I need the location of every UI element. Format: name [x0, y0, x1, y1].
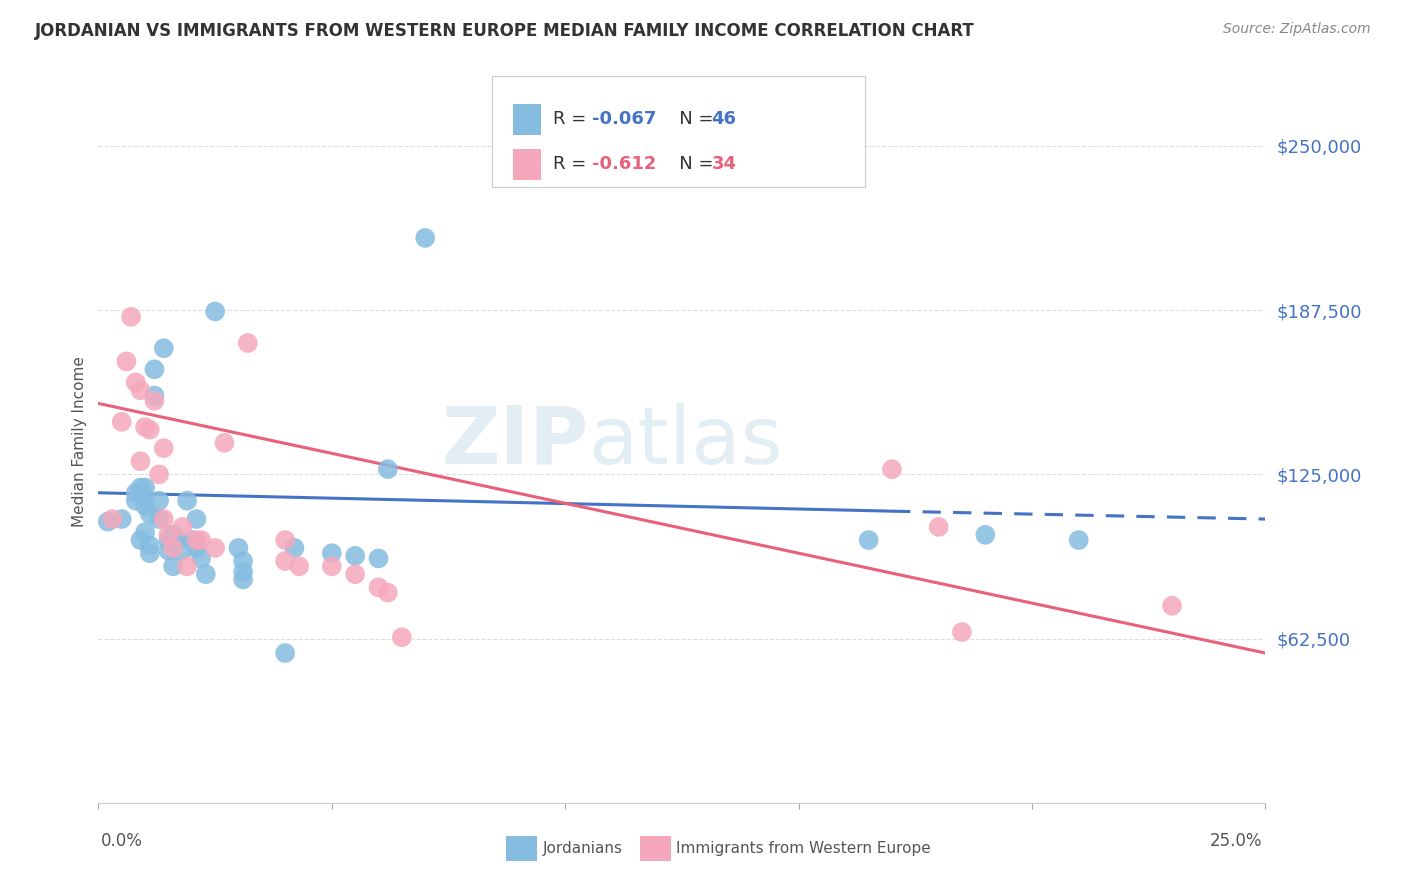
Point: [377, 585, 399, 599]
Point: [157, 528, 180, 542]
Point: [172, 520, 194, 534]
Point: [186, 512, 208, 526]
Text: R =: R =: [553, 111, 592, 128]
Point: [274, 554, 297, 568]
Point: [148, 467, 170, 482]
Point: [143, 362, 166, 376]
Point: [367, 551, 389, 566]
Point: [134, 481, 156, 495]
Point: [139, 538, 162, 552]
Text: JORDANIAN VS IMMIGRANTS FROM WESTERN EUROPE MEDIAN FAMILY INCOME CORRELATION CHA: JORDANIAN VS IMMIGRANTS FROM WESTERN EUR…: [35, 22, 974, 40]
Text: N =: N =: [662, 111, 720, 128]
Point: [134, 525, 156, 540]
Point: [321, 559, 343, 574]
Point: [176, 493, 198, 508]
Point: [162, 541, 184, 555]
Point: [228, 541, 250, 555]
Point: [1161, 599, 1184, 613]
Point: [344, 549, 367, 563]
Point: [274, 646, 297, 660]
Point: [413, 231, 436, 245]
Point: [172, 543, 194, 558]
Point: [162, 528, 184, 542]
Text: Immigrants from Western Europe: Immigrants from Western Europe: [676, 841, 931, 855]
Point: [157, 543, 180, 558]
Text: 25.0%: 25.0%: [1211, 831, 1263, 849]
Point: [134, 420, 156, 434]
Text: 34: 34: [711, 155, 737, 173]
Y-axis label: Median Family Income: Median Family Income: [72, 356, 87, 527]
Text: ZIP: ZIP: [441, 402, 589, 481]
Point: [148, 512, 170, 526]
Point: [288, 559, 311, 574]
Point: [125, 493, 148, 508]
Point: [950, 625, 973, 640]
Point: [129, 384, 152, 398]
Point: [101, 512, 124, 526]
Point: [129, 485, 152, 500]
Text: 46: 46: [711, 111, 737, 128]
Text: R =: R =: [553, 155, 592, 173]
Point: [377, 462, 399, 476]
Point: [236, 336, 259, 351]
Point: [143, 388, 166, 402]
Point: [97, 515, 120, 529]
Point: [129, 454, 152, 468]
Point: [190, 533, 212, 547]
Point: [391, 630, 413, 644]
Text: -0.612: -0.612: [592, 155, 657, 173]
Text: Source: ZipAtlas.com: Source: ZipAtlas.com: [1223, 22, 1371, 37]
Text: 0.0%: 0.0%: [101, 831, 143, 849]
Point: [321, 546, 343, 560]
Text: atlas: atlas: [589, 402, 783, 481]
Point: [858, 533, 880, 547]
Point: [152, 341, 174, 355]
Point: [194, 567, 217, 582]
Point: [111, 512, 134, 526]
Point: [928, 520, 950, 534]
Point: [204, 541, 226, 555]
Point: [120, 310, 142, 324]
Point: [111, 415, 134, 429]
Point: [139, 507, 162, 521]
Point: [204, 304, 226, 318]
Point: [214, 435, 236, 450]
Point: [274, 533, 297, 547]
Point: [1067, 533, 1090, 547]
Point: [283, 541, 305, 555]
Point: [148, 493, 170, 508]
Point: [115, 354, 138, 368]
Point: [143, 393, 166, 408]
Point: [134, 491, 156, 505]
Point: [152, 441, 174, 455]
Point: [157, 533, 180, 547]
Point: [186, 533, 208, 547]
Point: [129, 533, 152, 547]
Point: [344, 567, 367, 582]
Point: [190, 551, 212, 566]
Point: [139, 546, 162, 560]
Point: [125, 485, 148, 500]
Point: [880, 462, 903, 476]
Point: [139, 423, 162, 437]
Point: [180, 533, 202, 547]
Point: [134, 499, 156, 513]
Point: [232, 554, 254, 568]
Point: [125, 376, 148, 390]
Point: [186, 541, 208, 555]
Point: [162, 559, 184, 574]
Point: [232, 573, 254, 587]
Point: [166, 533, 188, 547]
Point: [152, 512, 174, 526]
Point: [974, 528, 997, 542]
Point: [367, 580, 389, 594]
Text: N =: N =: [662, 155, 720, 173]
Text: -0.067: -0.067: [592, 111, 657, 128]
Text: Jordanians: Jordanians: [543, 841, 623, 855]
Point: [232, 565, 254, 579]
Point: [129, 481, 152, 495]
Point: [176, 559, 198, 574]
